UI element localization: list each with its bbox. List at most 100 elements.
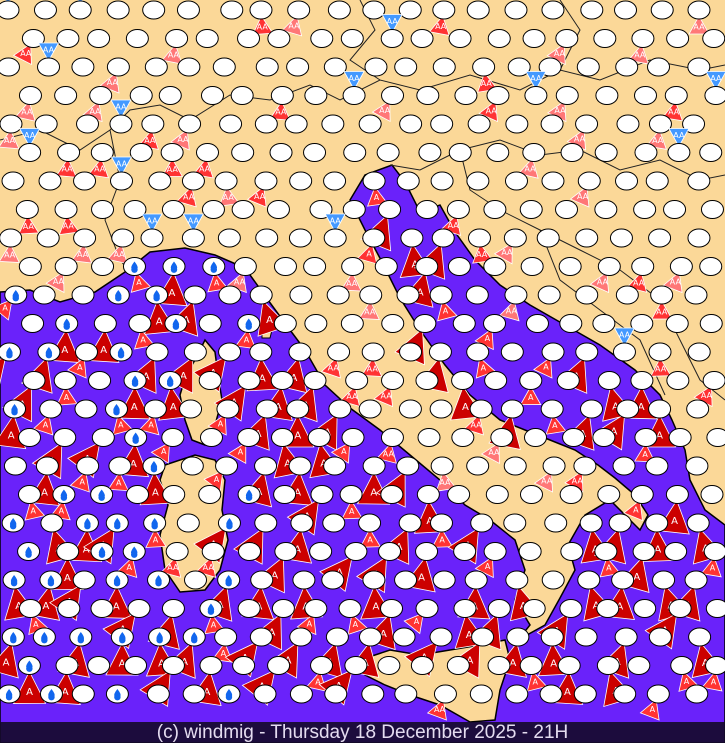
station-marker[interactable] bbox=[648, 627, 672, 647]
station-marker[interactable] bbox=[231, 200, 255, 219]
station-marker[interactable]: A bbox=[0, 399, 30, 450]
station-marker[interactable] bbox=[36, 228, 60, 248]
station-marker[interactable]: A bbox=[227, 428, 261, 465]
station-marker[interactable]: AA bbox=[140, 213, 164, 248]
station-marker[interactable] bbox=[303, 143, 327, 162]
station-marker[interactable] bbox=[687, 342, 711, 362]
station-marker[interactable]: A bbox=[202, 257, 229, 293]
station-marker[interactable] bbox=[484, 371, 508, 390]
station-marker[interactable]: A bbox=[594, 542, 621, 578]
station-marker[interactable] bbox=[364, 57, 388, 77]
station-marker[interactable] bbox=[0, 57, 20, 77]
station-marker[interactable] bbox=[176, 513, 200, 533]
station-marker[interactable] bbox=[410, 29, 434, 48]
station-marker[interactable] bbox=[198, 485, 222, 504]
station-marker[interactable] bbox=[430, 171, 454, 191]
station-marker[interactable] bbox=[699, 143, 723, 162]
station-marker[interactable] bbox=[0, 684, 21, 704]
station-marker[interactable]: AA bbox=[68, 0, 92, 20]
station-marker[interactable]: A bbox=[53, 371, 78, 406]
station-marker[interactable]: AA bbox=[55, 143, 81, 178]
station-marker[interactable] bbox=[212, 57, 236, 77]
station-marker[interactable] bbox=[218, 285, 242, 305]
station-marker[interactable] bbox=[575, 228, 599, 248]
station-marker[interactable]: AA bbox=[478, 86, 510, 123]
station-marker[interactable] bbox=[415, 200, 439, 219]
station-marker[interactable]: AA bbox=[0, 0, 20, 20]
station-marker[interactable] bbox=[573, 684, 597, 704]
station-marker[interactable] bbox=[525, 314, 549, 333]
station-marker[interactable]: AA bbox=[226, 257, 257, 294]
station-marker[interactable]: AA bbox=[320, 342, 351, 379]
station-marker[interactable] bbox=[200, 86, 224, 105]
station-marker[interactable] bbox=[91, 257, 115, 276]
station-marker[interactable] bbox=[38, 171, 62, 191]
station-marker[interactable] bbox=[668, 428, 692, 447]
station-marker[interactable] bbox=[634, 143, 658, 162]
station-marker[interactable] bbox=[469, 684, 493, 704]
station-marker[interactable]: AA bbox=[376, 428, 404, 464]
station-marker[interactable] bbox=[398, 0, 422, 20]
station-marker[interactable] bbox=[615, 285, 639, 305]
station-marker[interactable]: AA bbox=[426, 684, 457, 721]
station-marker[interactable] bbox=[448, 143, 472, 162]
station-marker[interactable]: AA bbox=[269, 86, 294, 121]
station-marker[interactable] bbox=[503, 513, 527, 533]
station-marker[interactable]: A bbox=[0, 627, 27, 679]
station-marker[interactable] bbox=[321, 114, 345, 134]
station-marker[interactable]: AA bbox=[160, 143, 184, 177]
station-marker[interactable] bbox=[147, 570, 171, 590]
station-marker[interactable] bbox=[327, 0, 351, 20]
station-marker[interactable] bbox=[255, 57, 279, 77]
station-marker[interactable] bbox=[706, 428, 725, 447]
station-marker[interactable]: A bbox=[474, 542, 507, 579]
station-marker[interactable] bbox=[524, 428, 547, 447]
station-marker[interactable] bbox=[179, 399, 203, 419]
station-marker[interactable] bbox=[487, 29, 511, 48]
station-marker[interactable]: AA bbox=[358, 285, 383, 320]
station-marker[interactable] bbox=[326, 285, 350, 305]
station-marker[interactable] bbox=[238, 542, 262, 561]
station-marker[interactable]: A bbox=[519, 656, 548, 692]
station-marker[interactable] bbox=[699, 314, 723, 333]
station-marker[interactable] bbox=[323, 171, 347, 191]
station-marker[interactable]: A bbox=[138, 399, 167, 436]
station-marker[interactable] bbox=[146, 684, 170, 704]
station-marker[interactable] bbox=[687, 171, 711, 191]
station-marker[interactable] bbox=[56, 29, 80, 48]
station-marker[interactable] bbox=[505, 114, 529, 134]
station-marker[interactable] bbox=[237, 29, 261, 48]
station-marker[interactable] bbox=[144, 57, 168, 77]
station-marker[interactable] bbox=[109, 342, 133, 362]
station-marker[interactable] bbox=[1, 513, 25, 533]
station-marker[interactable]: A bbox=[305, 656, 334, 692]
station-marker[interactable] bbox=[231, 143, 255, 162]
station-marker[interactable] bbox=[123, 200, 147, 219]
station-marker[interactable] bbox=[304, 314, 328, 333]
station-marker[interactable] bbox=[685, 684, 709, 704]
station-marker[interactable] bbox=[518, 542, 542, 561]
station-marker[interactable] bbox=[71, 684, 95, 704]
station-marker[interactable] bbox=[273, 314, 297, 333]
station-marker[interactable] bbox=[507, 57, 531, 77]
station-marker[interactable]: AA bbox=[0, 114, 23, 150]
station-marker[interactable] bbox=[613, 684, 637, 704]
station-marker[interactable] bbox=[176, 0, 200, 20]
station-marker[interactable] bbox=[520, 257, 544, 276]
station-marker[interactable]: A bbox=[17, 485, 46, 521]
station-marker[interactable]: AA bbox=[214, 171, 240, 207]
station-marker[interactable] bbox=[555, 200, 579, 219]
station-marker[interactable]: A bbox=[67, 342, 98, 379]
station-marker[interactable] bbox=[418, 143, 442, 162]
station-marker[interactable] bbox=[540, 114, 564, 134]
station-marker[interactable]: AA bbox=[661, 86, 688, 122]
station-marker[interactable]: A bbox=[623, 485, 654, 522]
station-marker[interactable] bbox=[666, 29, 690, 48]
station-marker[interactable] bbox=[182, 684, 206, 704]
station-marker[interactable] bbox=[645, 171, 669, 191]
station-marker[interactable]: AA bbox=[37, 42, 61, 77]
station-marker[interactable] bbox=[124, 656, 148, 675]
station-marker[interactable]: A bbox=[296, 599, 328, 636]
station-marker[interactable] bbox=[609, 228, 633, 248]
station-marker[interactable] bbox=[90, 485, 114, 504]
